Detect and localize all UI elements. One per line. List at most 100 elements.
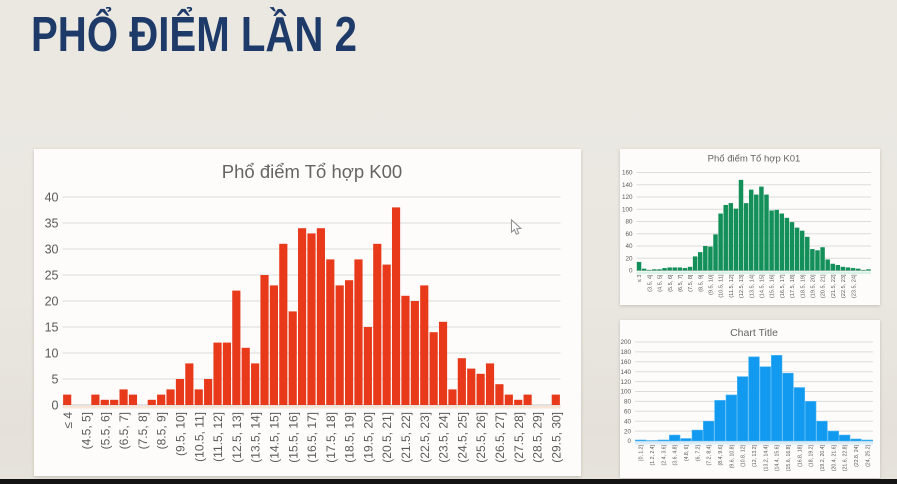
svg-text:(8.4, 9.6]: (8.4, 9.6] [718,444,724,465]
svg-text:(7.5, 8]: (7.5, 8] [688,274,694,292]
svg-text:60: 60 [625,231,633,238]
svg-text:(22.5, 23]: (22.5, 23] [841,274,847,298]
svg-text:40: 40 [45,190,59,204]
svg-text:(18, 19.2]: (18, 19.2] [809,444,815,466]
svg-text:(23.5, 24]: (23.5, 24] [437,412,451,463]
svg-text:(12.5, 13]: (12.5, 13] [230,412,244,463]
svg-text:(20.5, 21]: (20.5, 21] [380,412,394,463]
svg-text:100: 100 [620,389,631,396]
svg-text:(24, 25.2]: (24, 25.2] [865,444,871,466]
svg-text:(9.6, 10.8]: (9.6, 10.8] [729,444,735,468]
svg-text:(10.5, 11]: (10.5, 11] [719,274,725,298]
svg-text:(19.2, 20.4]: (19.2, 20.4] [820,444,826,471]
svg-text:40: 40 [624,418,632,425]
svg-text:(18.5, 19]: (18.5, 19] [343,412,357,463]
svg-text:160: 160 [622,170,633,177]
svg-text:(13.5, 14]: (13.5, 14] [249,412,263,463]
svg-text:(22.8, 24]: (22.8, 24] [854,444,860,466]
svg-text:160: 160 [620,359,631,366]
svg-text:(10.5, 11]: (10.5, 11] [192,412,206,462]
svg-text:(4.8, 6]: (4.8, 6] [684,444,690,461]
svg-text:(18.5, 19]: (18.5, 19] [800,274,806,298]
svg-text:(13.5, 14]: (13.5, 14] [749,274,755,298]
svg-text:0: 0 [629,268,633,275]
svg-text:(15.6, 16.8]: (15.6, 16.8] [786,444,792,471]
svg-text:(6.5, 7]: (6.5, 7] [117,412,131,449]
svg-text:140: 140 [622,182,633,189]
svg-text:(20.4, 21.6]: (20.4, 21.6] [831,444,837,471]
svg-text:(7.5, 8]: (7.5, 8] [136,412,150,449]
svg-text:(15.5, 16]: (15.5, 16] [286,412,300,463]
svg-text:0: 0 [52,398,59,412]
svg-text:(25.5, 26]: (25.5, 26] [474,412,488,463]
svg-text:(19.5, 20]: (19.5, 20] [361,412,375,463]
svg-text:(12, 13.2]: (12, 13.2] [752,444,758,466]
svg-text:(21.5, 22]: (21.5, 22] [831,274,837,298]
svg-text:(4.5, 5]: (4.5, 5] [658,274,664,292]
svg-text:20: 20 [625,256,633,263]
svg-text:80: 80 [624,399,632,406]
svg-text:(9.5, 10]: (9.5, 10] [709,274,715,295]
svg-text:20: 20 [45,294,59,308]
svg-text:≤ 4: ≤ 4 [61,412,75,429]
svg-text:(8.5, 9]: (8.5, 9] [698,274,704,292]
svg-text:25: 25 [45,268,59,282]
svg-text:(11.5, 12]: (11.5, 12] [729,274,735,298]
svg-text:(16.5, 17]: (16.5, 17] [780,274,786,298]
svg-text:(20.5, 21]: (20.5, 21] [821,274,827,298]
svg-text:(3.6, 4.8]: (3.6, 4.8] [673,444,679,465]
svg-text:(1.2, 2.4]: (1.2, 2.4] [650,444,656,465]
svg-text:(23.5, 24]: (23.5, 24] [851,274,857,298]
svg-text:(2.4, 3.6]: (2.4, 3.6] [661,444,667,465]
svg-text:40: 40 [625,243,633,250]
svg-text:(26.5, 27]: (26.5, 27] [493,412,507,463]
svg-text:(10.8, 12]: (10.8, 12] [741,444,747,466]
svg-text:Phổ điểm Tổ hợp K01: Phổ điểm Tổ hợp K01 [708,154,801,165]
svg-text:(11.5, 12]: (11.5, 12] [211,412,225,462]
svg-text:80: 80 [625,219,633,226]
svg-text:(4.5, 5]: (4.5, 5] [80,412,94,449]
svg-text:(9.5, 10]: (9.5, 10] [174,412,188,456]
svg-text:(17.5, 18]: (17.5, 18] [790,274,796,298]
svg-text:(27.5, 28]: (27.5, 28] [512,412,526,463]
svg-text:(12.5, 13]: (12.5, 13] [739,274,745,298]
svg-text:(14.5, 15]: (14.5, 15] [268,412,282,463]
svg-text:0: 0 [627,438,631,445]
svg-text:120: 120 [620,379,631,386]
svg-text:≤ 3: ≤ 3 [637,275,643,283]
svg-text:(15.5, 16]: (15.5, 16] [770,274,776,298]
svg-text:10: 10 [45,346,59,360]
svg-text:100: 100 [622,207,633,214]
svg-text:(21.6, 22.8]: (21.6, 22.8] [843,444,849,471]
svg-text:(21.5, 22]: (21.5, 22] [399,412,413,463]
svg-text:[0, 1.2]: [0, 1.2] [639,444,645,460]
svg-text:(8.5, 9]: (8.5, 9] [155,412,169,449]
svg-text:(19.5, 20]: (19.5, 20] [811,274,817,298]
svg-text:30: 30 [45,242,59,256]
svg-text:5: 5 [52,372,59,386]
svg-text:(24.5, 25]: (24.5, 25] [455,412,469,463]
svg-text:(6, 7.2]: (6, 7.2] [695,444,701,461]
svg-text:140: 140 [620,369,631,376]
svg-text:(22.5, 23]: (22.5, 23] [418,412,432,463]
svg-text:35: 35 [45,216,59,230]
svg-text:(7.2, 8.4]: (7.2, 8.4] [707,444,713,465]
svg-text:(5.5, 6]: (5.5, 6] [668,274,674,292]
svg-text:(28.5, 29]: (28.5, 29] [531,412,545,463]
svg-text:(17.5, 18]: (17.5, 18] [324,412,338,463]
svg-text:200: 200 [620,339,631,346]
svg-text:(13.2, 14.4]: (13.2, 14.4] [763,444,769,471]
svg-text:Chart Title: Chart Title [730,327,778,339]
svg-text:(14.4, 15.6]: (14.4, 15.6] [775,444,781,471]
svg-text:(29.5, 30]: (29.5, 30] [549,412,563,463]
svg-text:Phổ điểm Tổ hợp K00: Phổ điểm Tổ hợp K00 [222,161,402,182]
svg-text:120: 120 [622,194,633,201]
svg-text:60: 60 [624,409,632,416]
svg-text:180: 180 [620,349,631,356]
svg-text:(16.5, 17]: (16.5, 17] [305,412,319,463]
svg-text:(6.5, 7]: (6.5, 7] [678,274,684,292]
svg-text:20: 20 [624,428,632,435]
svg-text:(5.5, 6]: (5.5, 6] [98,412,112,449]
svg-text:15: 15 [45,320,59,334]
svg-text:(3.5, 4]: (3.5, 4] [647,274,653,292]
